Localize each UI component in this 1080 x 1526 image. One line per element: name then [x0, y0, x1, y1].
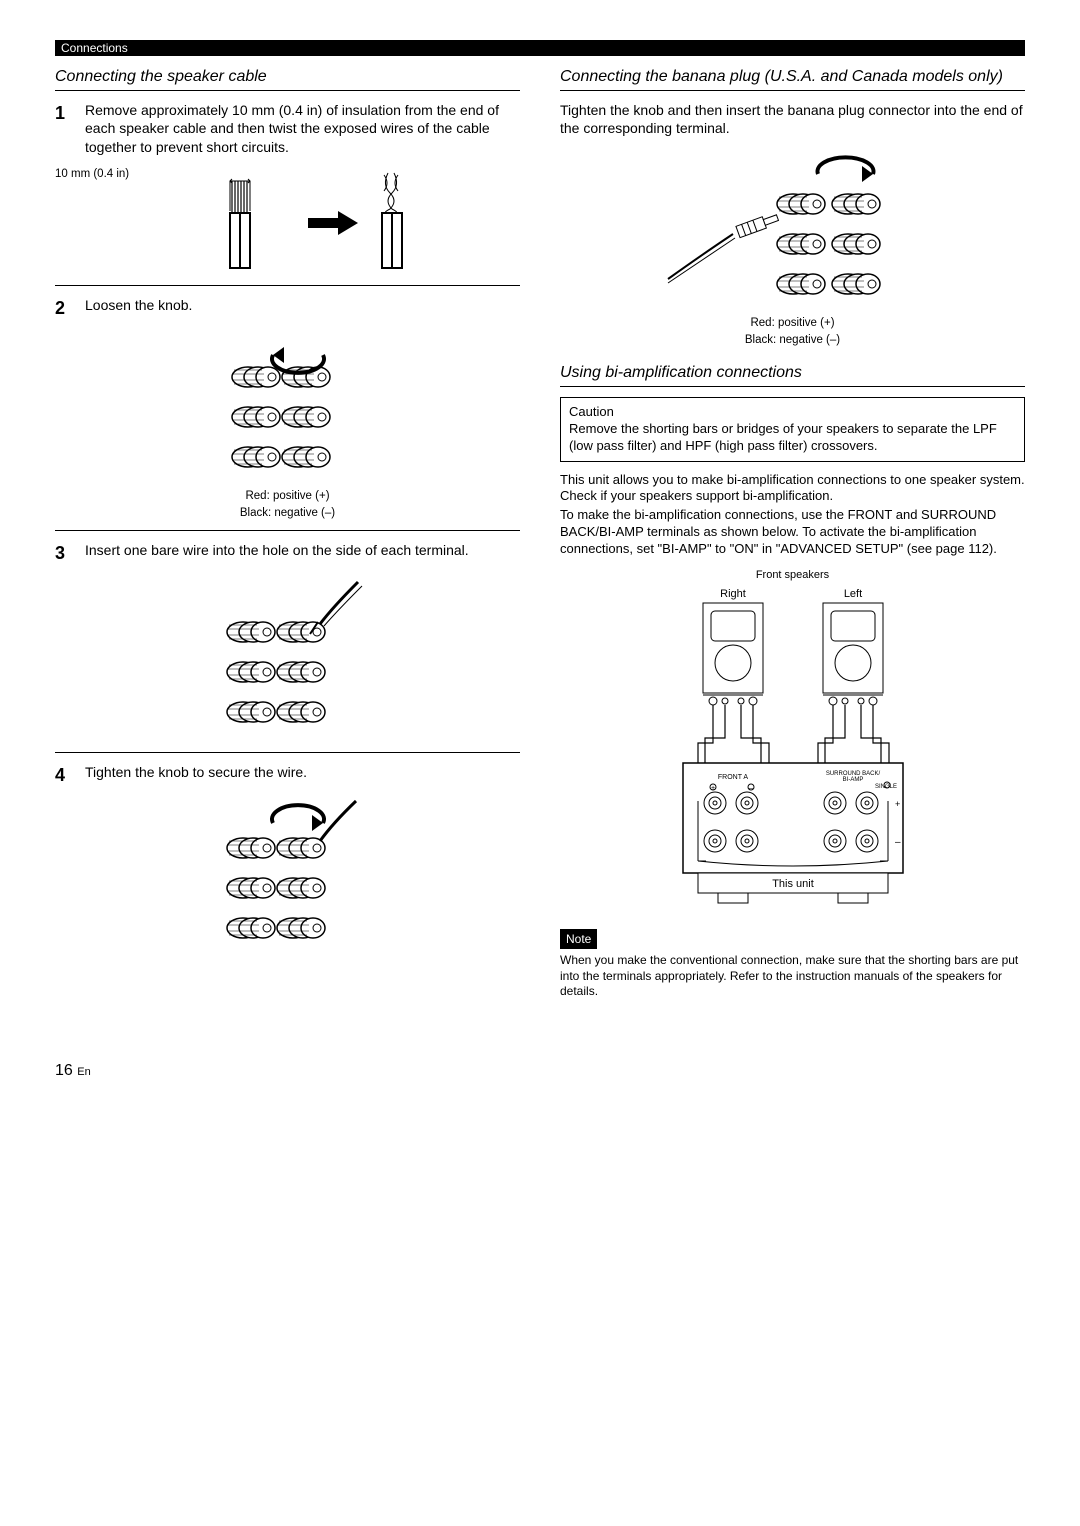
- step-1: 1 Remove approximately 10 mm (0.4 in) of…: [55, 101, 520, 158]
- step-3-number: 3: [55, 541, 71, 565]
- fig-banana-plug: [560, 144, 1025, 314]
- rule: [560, 90, 1025, 91]
- step-2-number: 2: [55, 296, 71, 320]
- note-label: Note: [560, 929, 597, 949]
- step-3: 3 Insert one bare wire into the hole on …: [55, 541, 520, 565]
- svg-text:–: –: [710, 696, 715, 706]
- caution-text: Remove the shorting bars or bridges of y…: [569, 421, 1016, 455]
- svg-text:+: +: [870, 696, 875, 706]
- svg-text:–: –: [749, 785, 753, 792]
- step-2: 2 Loosen the knob.: [55, 296, 520, 320]
- svg-text:SINGLE: SINGLE: [875, 784, 897, 790]
- svg-text:+: +: [895, 799, 900, 809]
- right-heading-1: Connecting the banana plug (U.S.A. and C…: [560, 66, 1025, 88]
- caution-title: Caution: [569, 404, 1016, 421]
- terminal-insert-icon: [188, 572, 388, 742]
- page-number: 16 En: [55, 1060, 1025, 1082]
- caption-black-r: Black: negative (–): [560, 333, 1025, 348]
- step-1-text: Remove approximately 10 mm (0.4 in) of i…: [85, 101, 520, 158]
- terminal-loosen-icon: [188, 327, 388, 487]
- left-heading: Connecting the speaker cable: [55, 66, 520, 88]
- fig-biamp-diagram: Front speakers Right Left – + – +: [560, 568, 1025, 913]
- section-header: Connections: [55, 40, 1025, 56]
- rule: [560, 386, 1025, 387]
- svg-text:This unit: This unit: [772, 878, 814, 890]
- step-3-text: Insert one bare wire into the hole on th…: [85, 541, 520, 565]
- svg-text:+: +: [710, 785, 714, 792]
- label-right: Right: [720, 588, 746, 600]
- caption-red: Red: positive (+): [55, 489, 520, 504]
- step-4: 4 Tighten the knob to secure the wire.: [55, 763, 520, 787]
- note-text: When you make the conventional connectio…: [560, 953, 1025, 1000]
- fig-tighten-knob: [55, 793, 520, 953]
- fig-loosen-knob: [55, 327, 520, 487]
- page-number-value: 16: [55, 1062, 73, 1079]
- biamp-diagram-icon: Right Left – + – +: [643, 583, 943, 913]
- terminal-tighten-icon: [188, 793, 388, 953]
- right-p3: To make the bi-amplification connections…: [560, 507, 1025, 558]
- fig-insert-wire: [55, 572, 520, 742]
- svg-text:BI-AMP: BI-AMP: [842, 777, 863, 783]
- rule: [55, 530, 520, 531]
- caption-red-r: Red: positive (+): [560, 316, 1025, 331]
- left-column: Connecting the speaker cable 1 Remove ap…: [55, 62, 520, 1000]
- strip-cable-icon: [138, 163, 438, 273]
- caption-black: Black: negative (–): [55, 506, 520, 521]
- step-4-text: Tighten the knob to secure the wire.: [85, 763, 520, 787]
- svg-text:–: –: [895, 837, 901, 848]
- svg-text:–: –: [830, 696, 835, 706]
- section-header-text: Connections: [61, 41, 128, 55]
- rule: [55, 752, 520, 753]
- svg-text:+: +: [750, 696, 755, 706]
- right-p2: This unit allows you to make bi-amplific…: [560, 472, 1025, 506]
- step-2-text: Loosen the knob.: [85, 296, 520, 320]
- right-column: Connecting the banana plug (U.S.A. and C…: [560, 62, 1025, 1000]
- right-heading-2: Using bi-amplification connections: [560, 362, 1025, 384]
- caution-box: Caution Remove the shorting bars or brid…: [560, 397, 1025, 462]
- step-1-number: 1: [55, 101, 71, 158]
- step-4-number: 4: [55, 763, 71, 787]
- page-number-suffix: En: [77, 1066, 90, 1078]
- two-column-layout: Connecting the speaker cable 1 Remove ap…: [55, 62, 1025, 1000]
- label-front-speakers: Front speakers: [756, 568, 829, 583]
- svg-text:FRONT A: FRONT A: [717, 774, 748, 781]
- banana-plug-icon: [663, 144, 923, 314]
- rule: [55, 90, 520, 91]
- right-p1: Tighten the knob and then insert the ban…: [560, 101, 1025, 139]
- label-left: Left: [843, 588, 861, 600]
- rule: [55, 285, 520, 286]
